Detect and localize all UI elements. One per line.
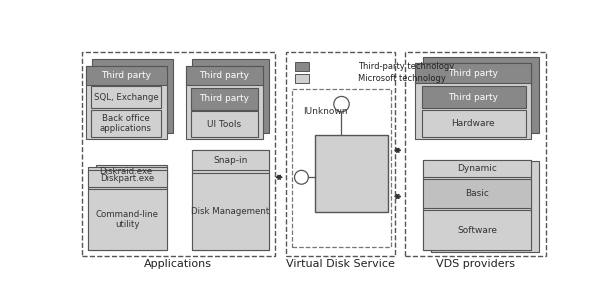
Text: Software: Software [457, 226, 497, 235]
Text: Hardware: Hardware [451, 119, 495, 128]
Text: UI Tools: UI Tools [207, 120, 242, 129]
Bar [423, 179, 531, 208]
Text: Third-party technology: Third-party technology [359, 62, 455, 71]
Bar [423, 160, 531, 250]
Text: VDS providers: VDS providers [436, 258, 515, 268]
Bar [186, 66, 263, 139]
Bar [292, 89, 390, 247]
Text: Dynamic: Dynamic [457, 164, 497, 173]
Bar [295, 74, 309, 83]
Bar [91, 86, 161, 108]
Bar [88, 170, 167, 187]
Bar [186, 66, 263, 85]
Text: Third party: Third party [448, 69, 498, 78]
Bar [422, 109, 525, 137]
Text: Microsoft technology: Microsoft technology [359, 74, 446, 83]
Text: Basic: Basic [465, 189, 489, 198]
Bar [315, 135, 389, 212]
Text: Virtual Disk Service: Virtual Disk Service [286, 258, 395, 268]
Bar [86, 66, 167, 85]
Bar [88, 167, 167, 250]
Bar [192, 59, 269, 133]
Bar [431, 161, 539, 252]
Text: SQL, Exchange: SQL, Exchange [94, 93, 158, 102]
Text: Diskraid.exe: Diskraid.exe [99, 167, 153, 176]
Text: Applications: Applications [144, 258, 212, 268]
Text: Third party: Third party [448, 93, 498, 102]
Text: Command-line
utility: Command-line utility [96, 210, 159, 229]
Bar [422, 86, 525, 108]
Bar [416, 63, 531, 139]
Bar [295, 62, 309, 71]
Text: Diskpart.exe: Diskpart.exe [101, 174, 154, 182]
Text: Third party: Third party [101, 71, 151, 80]
Bar [92, 59, 173, 133]
Text: Back office
applications: Back office applications [100, 114, 152, 133]
Bar [423, 160, 531, 177]
Bar [423, 57, 539, 133]
Bar [192, 150, 269, 170]
Text: Disk Management: Disk Management [191, 208, 270, 216]
Text: Third party: Third party [199, 94, 249, 103]
Bar [88, 189, 167, 250]
Bar [405, 52, 546, 256]
Bar [82, 52, 275, 256]
Bar [192, 150, 269, 250]
Bar [192, 173, 269, 250]
Bar [423, 210, 531, 250]
Text: IUnknown: IUnknown [303, 107, 348, 116]
Bar [86, 66, 167, 139]
Bar [91, 109, 161, 137]
Bar [96, 165, 167, 179]
Bar [191, 111, 257, 137]
Bar [416, 63, 531, 82]
Text: Third party: Third party [199, 71, 249, 80]
Bar [286, 52, 395, 256]
Text: Snap-in: Snap-in [213, 156, 248, 165]
Bar [191, 88, 257, 109]
